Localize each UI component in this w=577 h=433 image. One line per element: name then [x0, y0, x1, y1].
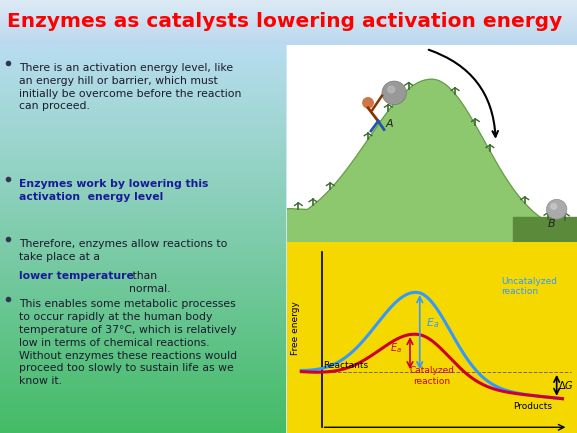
Text: $E_a$: $E_a$	[389, 341, 402, 355]
Circle shape	[382, 81, 406, 105]
Circle shape	[363, 98, 373, 108]
Text: Reactants: Reactants	[323, 361, 368, 370]
Circle shape	[546, 200, 567, 219]
Text: Enzymes as catalysts lowering activation energy: Enzymes as catalysts lowering activation…	[7, 12, 562, 31]
Text: than
normal.: than normal.	[129, 271, 170, 294]
Text: lower temperature: lower temperature	[18, 271, 133, 281]
Text: Catalyzed
reaction: Catalyzed reaction	[410, 366, 454, 386]
Circle shape	[388, 86, 395, 93]
Text: Products: Products	[513, 401, 552, 410]
Text: B: B	[548, 219, 556, 229]
Circle shape	[551, 204, 557, 209]
Polygon shape	[287, 79, 577, 242]
Text: Uncatalyzed
reaction: Uncatalyzed reaction	[501, 277, 557, 296]
Text: There is an activation energy level, like
an energy hill or barrier, which must
: There is an activation energy level, lik…	[18, 63, 241, 111]
Text: Free energy: Free energy	[291, 301, 300, 355]
Text: $E_a$: $E_a$	[426, 317, 439, 330]
Text: Enzymes work by lowering this
activation  energy level: Enzymes work by lowering this activation…	[18, 179, 208, 202]
Text: Therefore, enzymes allow reactions to
take place at a: Therefore, enzymes allow reactions to ta…	[18, 239, 227, 262]
Text: This enables some metabolic processes
to occur rapidly at the human body
tempera: This enables some metabolic processes to…	[18, 299, 237, 386]
Text: A: A	[385, 120, 393, 129]
Text: $\Delta G$: $\Delta G$	[558, 379, 574, 391]
